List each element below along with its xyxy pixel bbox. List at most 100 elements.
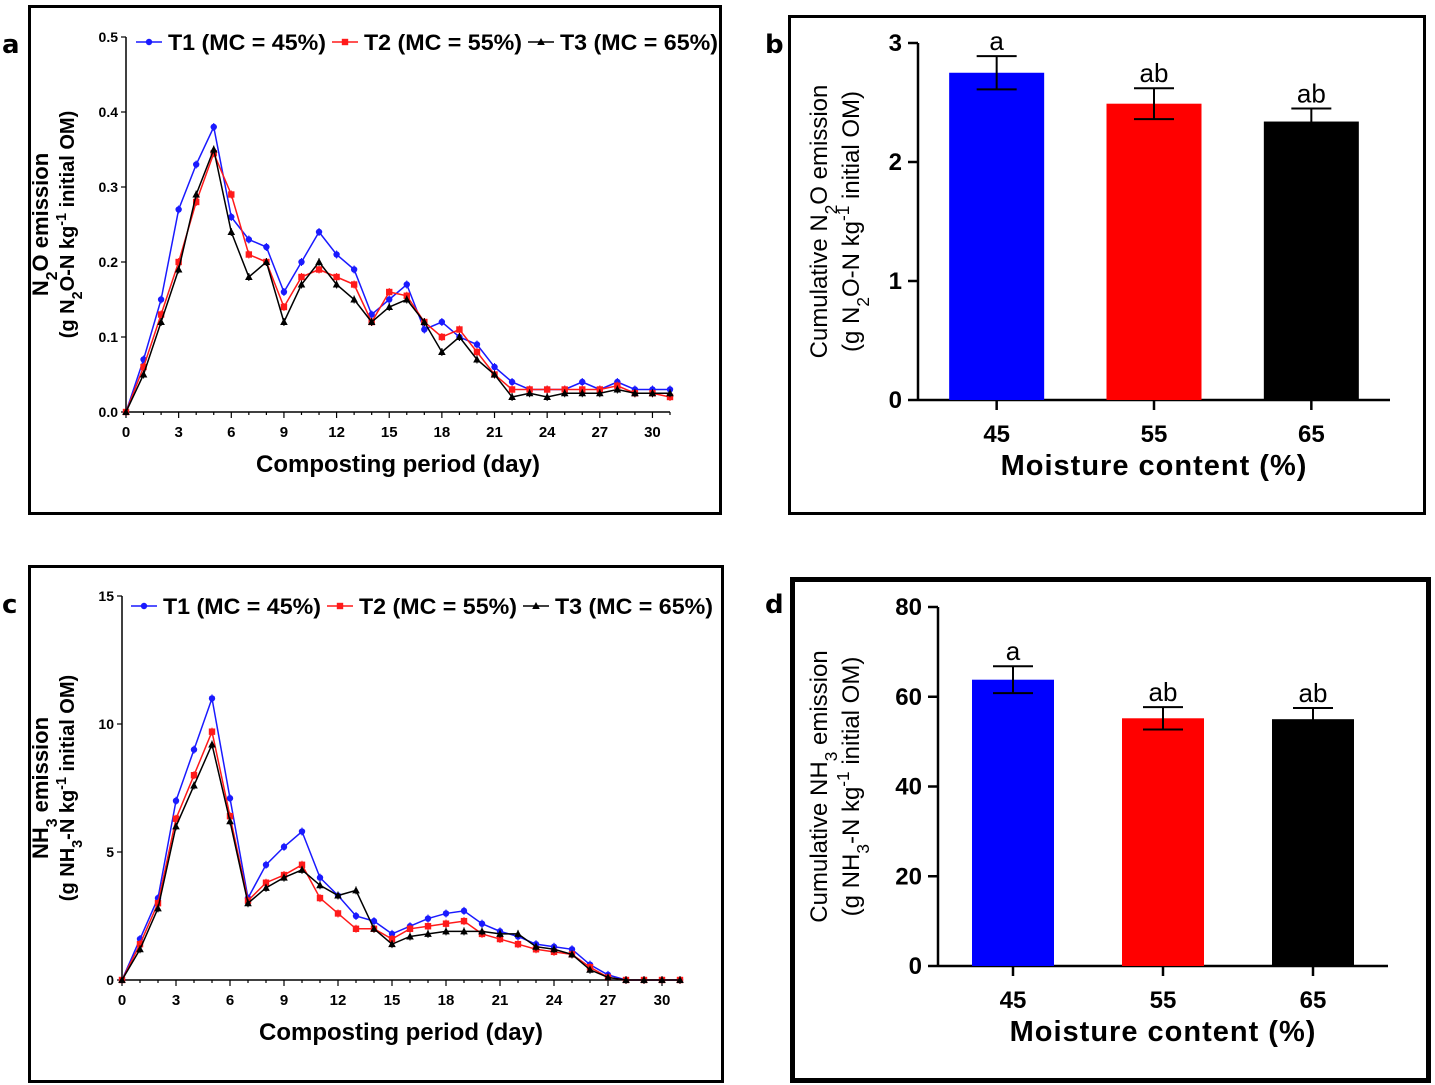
y-tick-label: 0.1 [99, 329, 119, 345]
data-point [226, 795, 234, 802]
data-point [297, 280, 306, 288]
x-tick-label: 0 [118, 992, 126, 1009]
bar-55 [1106, 103, 1202, 400]
data-point [508, 393, 516, 400]
y-axis-label: Cumulative N2O emission(g N2O-N kg-1 ini… [806, 85, 873, 359]
y-axis-label-line2-part: kg [57, 790, 79, 813]
y-axis-label-line2-part: O [838, 278, 865, 297]
data-point [631, 389, 639, 397]
y-axis-label-line1-part: O [806, 186, 833, 205]
x-tick-label: 24 [546, 992, 563, 1009]
legend-item-1: T1 (MC = 45%) [136, 30, 326, 55]
data-point [496, 929, 504, 937]
y-axis-label-line2-part: initial OM) [57, 675, 79, 777]
data-point [334, 910, 342, 917]
data-point [455, 333, 464, 340]
y-tick-label: 0.3 [99, 179, 119, 195]
x-tick-label: 9 [280, 992, 288, 1009]
data-point [136, 945, 144, 953]
series-3 [118, 740, 684, 984]
legend-label: T2 (MC = 55%) [364, 30, 522, 55]
data-point [478, 927, 486, 935]
data-point [334, 891, 342, 899]
data-point [280, 873, 288, 881]
data-point [157, 318, 165, 325]
panel-c-frame [28, 565, 724, 1083]
series-3 [122, 145, 674, 416]
data-point [140, 363, 147, 371]
data-point [190, 781, 198, 789]
data-point [172, 822, 180, 830]
data-point [473, 348, 481, 356]
y-axis-label-line1-part: emission [28, 153, 53, 254]
data-point [622, 976, 630, 983]
bar-45 [949, 72, 1045, 400]
x-tick-label: 3 [172, 992, 180, 1009]
y-tick-label: 0.0 [99, 404, 119, 420]
y-axis-label-line2-part: -N [57, 813, 79, 840]
data-point [350, 281, 358, 288]
data-point [280, 303, 288, 311]
y-tick-label: 3 [889, 30, 902, 57]
series-line [125, 146, 670, 413]
data-point [403, 281, 410, 288]
y-axis-label-line1: Cumulative N2O emission [806, 85, 841, 359]
significance-label: ab [1140, 58, 1169, 88]
data-point [543, 393, 551, 400]
y-axis-label-line1-part: emission [806, 85, 833, 186]
data-point [192, 198, 200, 206]
y-axis-label-line1: N2O emission [28, 153, 61, 296]
y-axis-label-line1-part: Cumulative [806, 232, 833, 359]
legend-marker [537, 38, 545, 45]
data-point [460, 927, 468, 935]
y-tick-label: 40 [895, 774, 922, 801]
y-axis-label-line2-part: O [57, 276, 79, 292]
y-axis-label-line2-part: N [57, 299, 79, 313]
y-axis-label-line1-part: 3 [44, 818, 61, 827]
y-axis-label-line2-part: -1 [54, 777, 70, 790]
y-tick-label: 10 [98, 716, 114, 732]
legend-marker [532, 602, 540, 609]
x-tick-label: 65 [1300, 987, 1327, 1014]
y-axis-label-line1-part: emission [28, 717, 53, 818]
data-point [280, 288, 288, 296]
data-point [596, 389, 604, 397]
y-tick-label: 0.4 [99, 104, 119, 120]
x-tick-label: 27 [600, 992, 617, 1009]
data-point [514, 940, 522, 948]
y-axis-label-line2: (g N2O-N kg-1 initial OM) [54, 111, 86, 339]
y-tick-label: 0 [909, 953, 922, 980]
y-axis-label-line1-part: N [28, 280, 53, 296]
x-tick-label: 0 [122, 424, 130, 441]
y-axis-label-line2-part: -1 [833, 771, 853, 786]
data-point [406, 925, 414, 932]
panel-letter-c: c [2, 590, 18, 620]
significance-label: ab [1149, 677, 1178, 707]
data-point [210, 123, 217, 131]
x-tick-label: 6 [227, 424, 235, 441]
data-point [333, 251, 340, 258]
x-tick-label: 21 [492, 992, 509, 1009]
data-point [525, 389, 534, 397]
y-axis-label-line2-part: -1 [833, 206, 853, 221]
data-point [424, 923, 432, 930]
y-tick-label: 0.5 [99, 29, 119, 45]
data-point [568, 946, 576, 953]
data-point [245, 251, 253, 258]
x-tick-label: 21 [486, 424, 503, 441]
data-point [350, 266, 358, 273]
y-axis-label-line1-part: N [806, 214, 833, 231]
data-point [388, 940, 396, 948]
data-point [280, 843, 288, 851]
data-point [421, 326, 428, 333]
y-tick-label: 60 [895, 684, 922, 711]
data-point [352, 912, 360, 920]
data-point [648, 389, 657, 397]
data-point [438, 333, 446, 341]
panel-letter-a: a [2, 30, 20, 60]
y-axis-label-line1-part: emission [806, 650, 833, 751]
data-point [370, 924, 378, 932]
data-point [350, 295, 358, 303]
data-point [208, 695, 216, 702]
